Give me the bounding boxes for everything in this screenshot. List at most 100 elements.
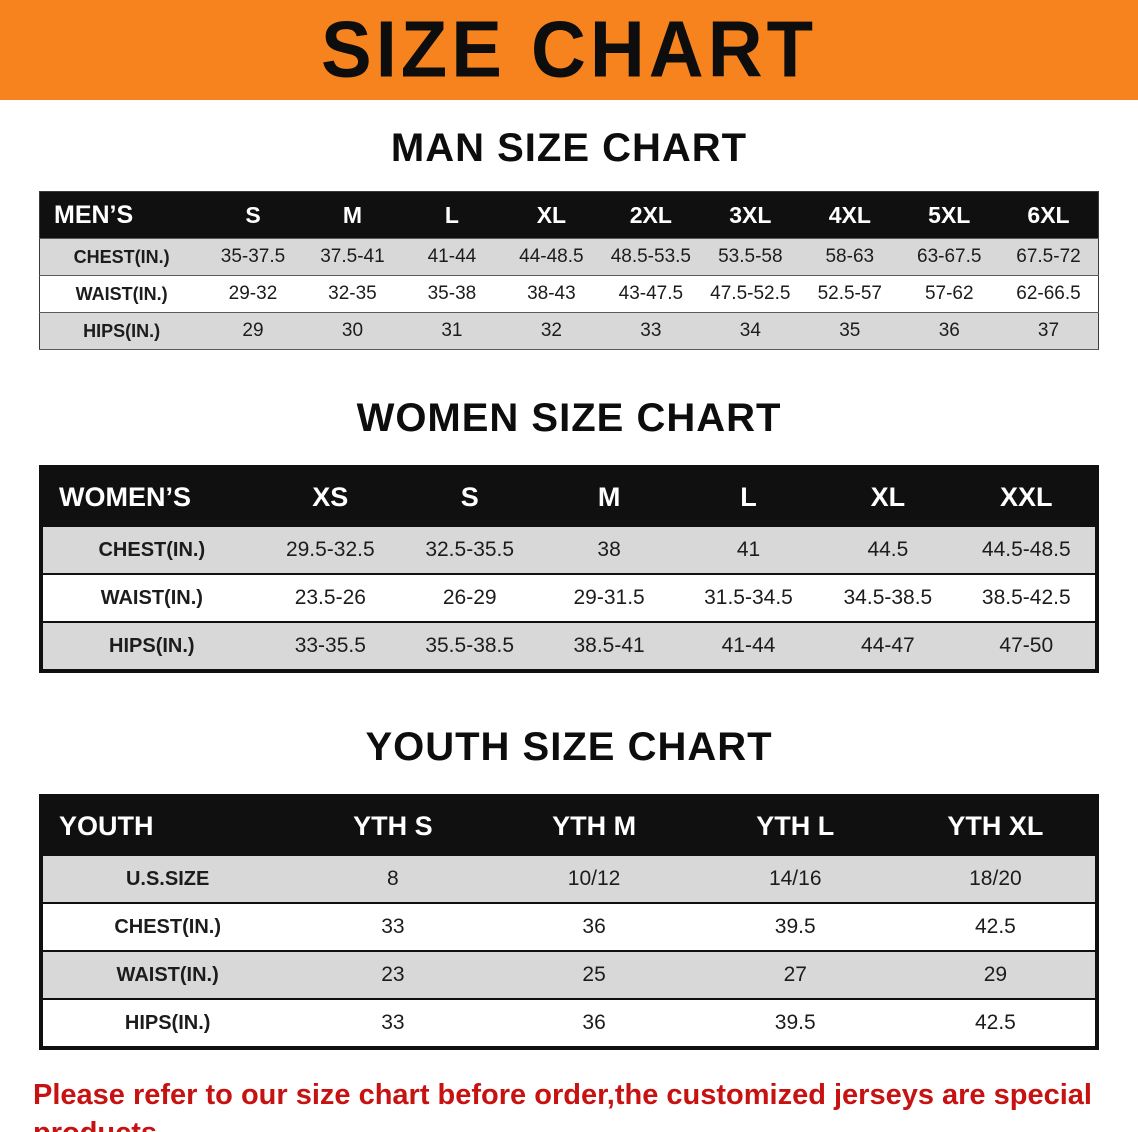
size-column-header: M xyxy=(302,191,403,239)
table-row: WAIST(IN.) 23.5-26 26-29 29-31.5 31.5-34.5 34… xyxy=(41,574,1097,622)
cell-value: 42.5 xyxy=(974,1011,1016,1034)
table-row: CHEST(IN.) 33 36 39.5 42.5 xyxy=(41,903,1097,951)
cell-value: 34.5-38.5 xyxy=(843,586,933,609)
size-chart-banner: SIZE CHART xyxy=(0,0,1138,100)
cell-value: 29 xyxy=(242,320,264,341)
size-column-header: 6XL xyxy=(999,191,1099,239)
table-row: WAIST(IN.) 23 25 27 29 xyxy=(41,951,1097,999)
cell-value: 38 xyxy=(597,538,621,561)
row-label: CHEST(IN.) xyxy=(98,538,206,561)
cell-value: 36 xyxy=(938,320,960,341)
row-label: HIPS(IN.) xyxy=(109,634,195,657)
cell-value: 18/20 xyxy=(969,867,1022,890)
cell-value: 38.5-42.5 xyxy=(981,586,1071,609)
row-label: WAIST(IN.) xyxy=(100,586,203,609)
cell-value: 44.5-48.5 xyxy=(981,538,1071,561)
cell-value: 39.5 xyxy=(774,1011,816,1034)
row-label: CHEST(IN.) xyxy=(73,246,170,267)
cell-value: 10/12 xyxy=(567,867,621,890)
cell-value: 57-62 xyxy=(924,283,974,304)
table-header-row: MEN’S S M L XL 2XL 3XL 4XL 5XL 6XL xyxy=(39,191,1099,239)
cell-value: 44-47 xyxy=(861,634,915,657)
cell-value: 44-48.5 xyxy=(519,246,584,267)
cell-value: 47-50 xyxy=(999,634,1054,657)
cell-value: 25 xyxy=(582,963,606,986)
cell-value: 36 xyxy=(582,1011,606,1034)
cell-value: 41-44 xyxy=(427,246,477,267)
size-column-header: 5XL xyxy=(899,191,999,239)
cell-value: 32 xyxy=(540,320,562,341)
table-header-row: YOUTH YTH S YTH M YTH L YTH XL xyxy=(41,796,1097,855)
cell-value: 48.5-53.5 xyxy=(610,246,691,267)
cell-value: 30 xyxy=(341,320,364,341)
table-row: HIPS(IN.) 33 36 39.5 42.5 xyxy=(41,999,1097,1048)
table-row: CHEST(IN.) 35-37.5 37.5-41 41-44 44-48.5 48.5… xyxy=(39,238,1099,276)
cell-value: 43-47.5 xyxy=(618,283,684,304)
cell-value: 29-32 xyxy=(228,283,278,304)
table-row: HIPS(IN.) 29 30 31 32 33 34 35 36 37 xyxy=(39,312,1099,350)
cell-value: 8 xyxy=(387,867,399,890)
cell-value: 38.5-41 xyxy=(573,634,645,657)
cell-value: 35-37.5 xyxy=(220,246,286,267)
table-row: CHEST(IN.) 29.5-32.5 32.5-35.5 38 41 44.5 44.5… xyxy=(41,526,1097,574)
footnote-line-1: Please refer to our size chart before or… xyxy=(33,1079,1092,1132)
table-corner-label: YOUTH xyxy=(41,796,293,855)
size-column-header: XL xyxy=(501,191,602,239)
size-column-header: L xyxy=(678,467,819,526)
cell-value: 33 xyxy=(640,320,662,341)
row-label: WAIST(IN.) xyxy=(75,283,168,304)
cell-value: 53.5-58 xyxy=(718,246,783,267)
cell-value: 39.5 xyxy=(774,915,816,938)
mens-chart-heading: MAN SIZE CHART xyxy=(390,126,748,170)
cell-value: 63-67.5 xyxy=(917,246,982,267)
cell-value: 38-43 xyxy=(527,283,576,304)
cell-value: 27 xyxy=(783,963,807,986)
table-row: WAIST(IN.) 29-32 32-35 35-38 38-43 43-47.5 47.… xyxy=(39,275,1099,313)
size-column-header: XXL xyxy=(957,467,1097,526)
cell-value: 33 xyxy=(381,1011,405,1034)
row-label: HIPS(IN.) xyxy=(124,1011,211,1034)
womens-chart-heading: WOMEN SIZE CHART xyxy=(356,396,782,440)
cell-value: 47.5-52.5 xyxy=(710,283,791,304)
cell-value: 31 xyxy=(441,320,463,341)
cell-value: 33 xyxy=(381,915,405,938)
size-column-header: 3XL xyxy=(700,191,801,239)
womens-size-table: WOMEN’S XS S M L XL XXL CHEST(IN.) 29.5-32.5 32.… xyxy=(39,465,1099,673)
size-column-header: 2XL xyxy=(601,191,701,239)
cell-value: 32-35 xyxy=(328,283,377,304)
cell-value: 14/16 xyxy=(768,867,822,890)
cell-value: 52.5-57 xyxy=(817,283,883,304)
cell-value: 37 xyxy=(1037,320,1060,341)
size-chart-title: SIZE CHART xyxy=(321,4,817,95)
cell-value: 67.5-72 xyxy=(1016,246,1081,267)
table-row: HIPS(IN.) 33-35.5 35.5-38.5 38.5-41 41-44 44-… xyxy=(41,622,1097,671)
cell-value: 33-35.5 xyxy=(294,634,366,657)
youth-size-table: YOUTH YTH S YTH M YTH L YTH XL U.S.SIZE 8 10/1… xyxy=(39,794,1099,1050)
cell-value: 42.5 xyxy=(974,915,1016,938)
cell-value: 62-66.5 xyxy=(1016,283,1081,304)
cell-value: 37.5-41 xyxy=(320,246,385,267)
cell-value: 23.5-26 xyxy=(294,586,366,609)
size-column-header: S xyxy=(400,467,540,526)
size-column-header: XL xyxy=(818,467,958,526)
row-label: U.S.SIZE xyxy=(125,867,210,890)
cell-value: 26-29 xyxy=(442,586,497,609)
cell-value: 58-63 xyxy=(825,246,875,267)
table-corner-label: MEN’S xyxy=(39,191,204,239)
size-column-header: YTH XL xyxy=(895,796,1097,855)
cell-value: 41-44 xyxy=(721,634,776,657)
row-label: HIPS(IN.) xyxy=(83,320,161,341)
footnote: Please refer to our size chart before or… xyxy=(33,1076,1105,1132)
size-column-header: YTH L xyxy=(694,796,896,855)
size-column-header: XS xyxy=(260,467,401,526)
table-header-row: WOMEN’S XS S M L XL XXL xyxy=(41,467,1097,526)
table-corner-label: WOMEN’S xyxy=(41,467,261,526)
row-label: WAIST(IN.) xyxy=(116,963,219,986)
row-label: CHEST(IN.) xyxy=(114,915,221,938)
cell-value: 41 xyxy=(736,538,761,561)
cell-value: 35 xyxy=(839,320,861,341)
size-column-header: L xyxy=(402,191,502,239)
size-column-header: YTH M xyxy=(493,796,695,855)
cell-value: 35.5-38.5 xyxy=(425,634,515,657)
cell-value: 44.5 xyxy=(867,538,909,561)
